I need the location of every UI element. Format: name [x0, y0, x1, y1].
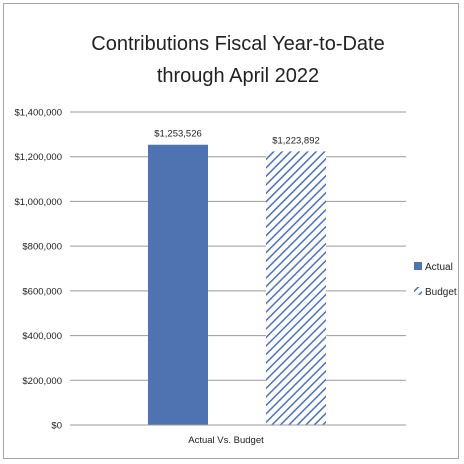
x-axis-label: Actual Vs. Budget: [188, 435, 264, 446]
chart-title-line-1: Contributions Fiscal Year-to-Date: [91, 33, 384, 55]
y-tick-label: $0: [51, 421, 62, 432]
legend: Actual Budget: [414, 262, 457, 298]
y-tick-label: $600,000: [22, 286, 62, 297]
bar-actual: [148, 144, 208, 425]
legend-label-budget: Budget: [425, 287, 457, 298]
bar-budget: [266, 151, 326, 425]
legend-label-actual: Actual: [425, 262, 453, 273]
data-label-budget: $1,223,892: [272, 135, 320, 146]
data-label-actual: $1,253,526: [154, 129, 202, 140]
y-tick-label: $800,000: [22, 242, 62, 253]
gridlines: [70, 111, 406, 381]
y-tick-label: $1,000,000: [14, 197, 62, 208]
chart-frame: [3, 3, 459, 459]
y-tick-label: $200,000: [22, 376, 62, 387]
legend-swatch-budget: [414, 287, 422, 295]
y-axis-ticks: $0 $200,000 $400,000 $600,000 $800,000 $1,000…: [14, 108, 62, 432]
y-tick-label: $1,200,000: [14, 152, 62, 163]
bars: $1,253,526 $1,223,892: [148, 129, 326, 425]
y-tick-label: $1,400,000: [14, 108, 62, 119]
legend-swatch-actual: [414, 262, 422, 270]
y-tick-label: $400,000: [22, 331, 62, 342]
chart-title-line-2: through April 2022: [157, 65, 319, 87]
